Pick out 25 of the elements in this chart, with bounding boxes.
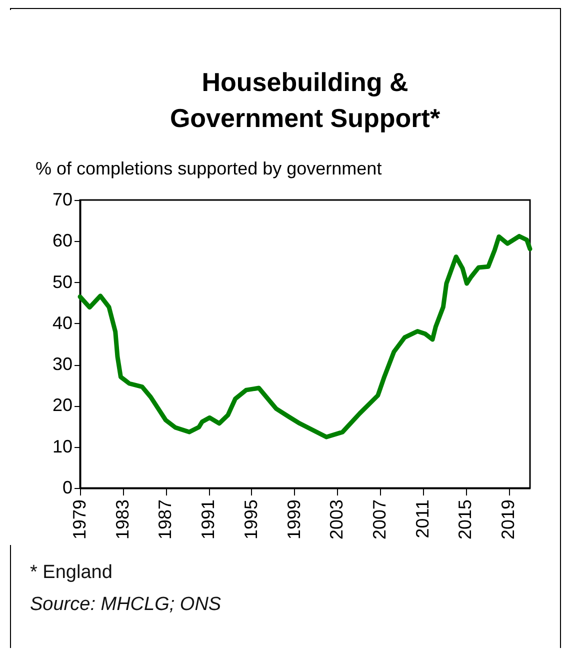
x-tick-label: 2015 [455,500,476,540]
line-series [78,234,532,440]
y-tick-label: 10 [52,436,72,456]
x-tick-label: 2011 [412,500,432,538]
y-tick-label: 0 [62,478,72,498]
x-tick-label: 2019 [498,500,518,540]
y-tick-label: 60 [52,230,72,251]
y-axis-title: % of completions supported by government [36,158,382,178]
text: Housebuilding & [202,67,408,97]
x-tick-label: 1979 [70,500,90,540]
x-tick-label: 2007 [370,500,390,540]
text: * England [30,562,114,584]
y-tick-label: 40 [52,312,72,333]
x-tick-label: 1999 [284,500,304,540]
x-tick-label: 2003 [326,500,347,540]
y-tick-label: 30 [52,354,72,374]
source-note: Source: MHCLG; ONS [30,594,222,616]
x-tick-label: 1991 [198,500,218,540]
x-tick-label: 1995 [240,500,261,540]
x-tick-label: 1983 [112,500,132,540]
y-tick-label: 20 [52,395,72,416]
text: Government Support* [170,103,440,133]
y-tick-label: 70 [52,190,72,210]
x-tick-label: 1987 [155,500,176,540]
y-tick-label: 50 [52,272,72,292]
